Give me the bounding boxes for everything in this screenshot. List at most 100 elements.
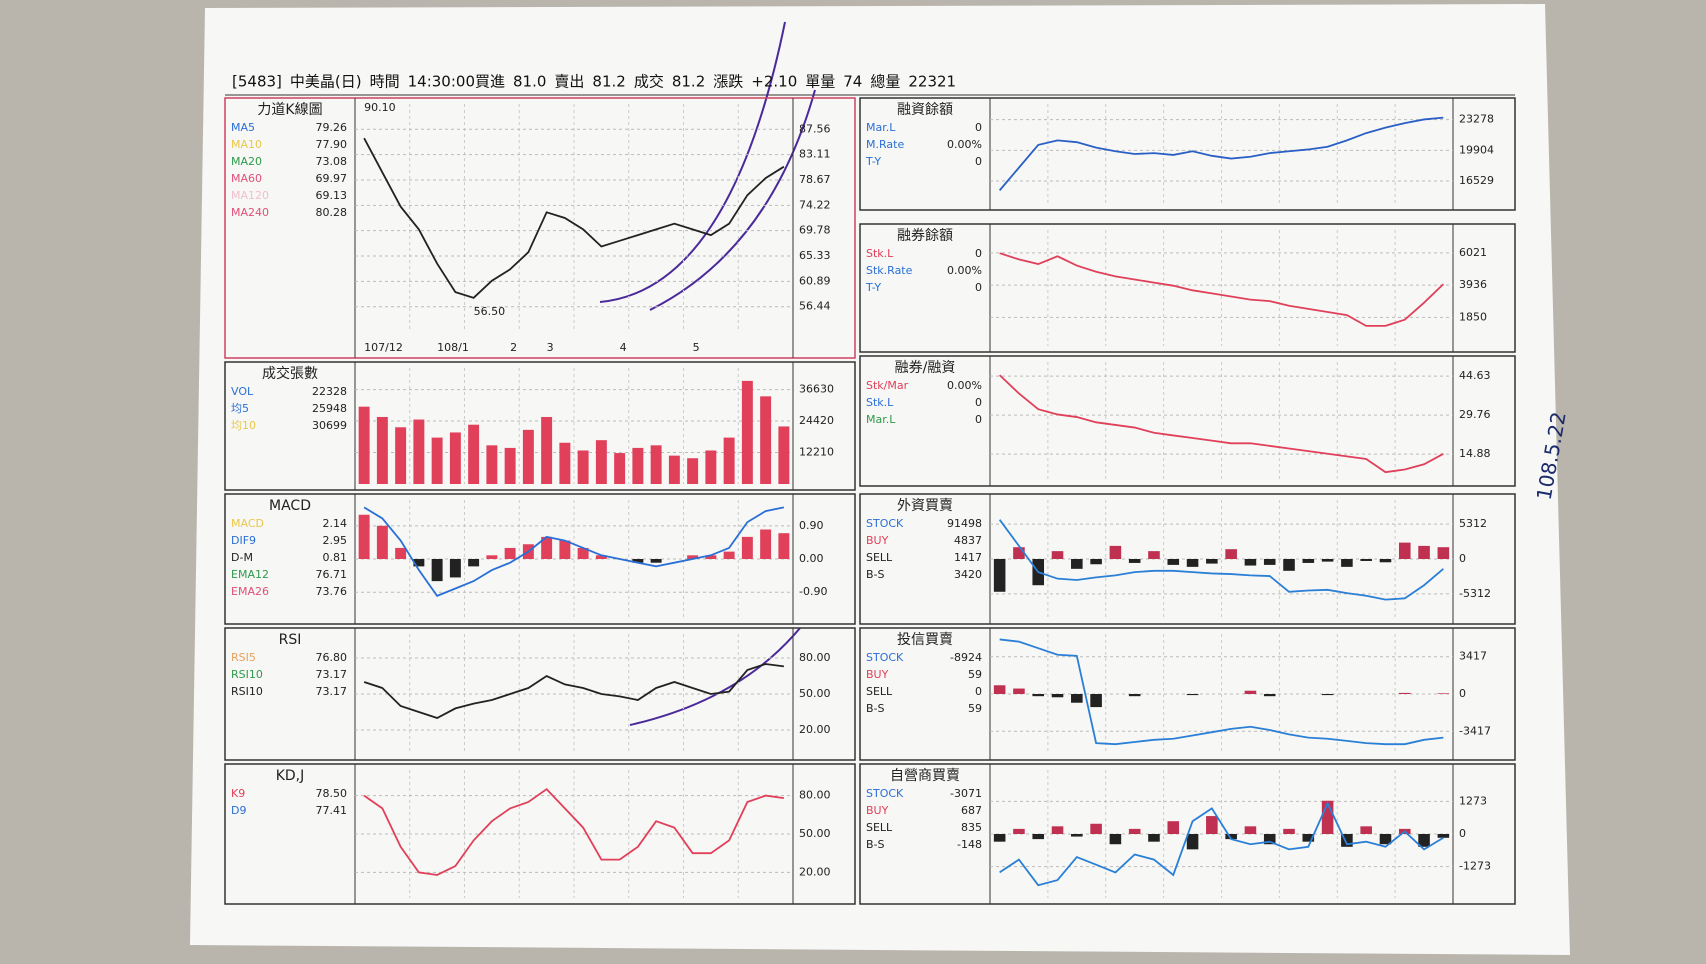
bar	[760, 396, 772, 484]
panel-title: 融券/融資	[895, 360, 956, 376]
bar	[650, 445, 662, 484]
bar	[395, 547, 407, 559]
panel-frame	[859, 763, 1516, 905]
bar	[1302, 559, 1315, 563]
y-tick-label: 0	[1459, 827, 1466, 840]
bar	[595, 555, 607, 559]
bar	[705, 555, 717, 559]
stat-value: 77.41	[316, 804, 348, 817]
bar	[1128, 694, 1141, 697]
stat-label: RSI10	[231, 685, 263, 698]
annotation: 56.50	[474, 305, 506, 318]
stat-label: 均10	[231, 419, 256, 432]
bar	[577, 547, 589, 559]
paper	[190, 4, 1570, 955]
y-tick-label: 0.00	[799, 552, 824, 565]
bar	[1090, 694, 1102, 708]
header-item: 賣出	[554, 73, 584, 91]
bar	[1263, 694, 1276, 697]
bar	[1051, 694, 1064, 698]
y-tick-label: 23278	[1459, 113, 1494, 126]
x-tick-label: 108/1	[437, 341, 469, 354]
x-tick-label: 2	[510, 341, 517, 354]
bar	[1263, 559, 1276, 565]
bar	[504, 547, 516, 559]
stat-label: BUY	[866, 804, 889, 817]
bar	[993, 834, 1006, 842]
x-tick-label: 4	[620, 341, 627, 354]
bar	[1013, 828, 1025, 834]
stat-value: -148	[957, 838, 982, 851]
bar	[614, 453, 626, 484]
y-tick-label: 78.67	[799, 173, 831, 186]
y-tick-label: 87.56	[799, 122, 831, 135]
bar	[632, 447, 644, 484]
y-tick-label: 0	[1459, 687, 1466, 700]
stat-label: Mar.L	[866, 413, 896, 426]
stat-value: 0	[975, 396, 982, 409]
panel-title: 融資餘額	[897, 101, 953, 118]
bar	[1148, 551, 1160, 559]
bar	[358, 406, 370, 484]
panel-title: RSI	[279, 632, 302, 648]
line	[363, 506, 785, 597]
bar	[1090, 823, 1102, 834]
bar	[522, 429, 534, 484]
line	[998, 519, 1444, 601]
bar	[1109, 545, 1122, 559]
stat-value: 69.97	[316, 172, 348, 185]
y-tick-label: 29.76	[1459, 408, 1491, 421]
bar	[1341, 559, 1353, 567]
stat-value: 0	[975, 247, 982, 260]
stat-label: M.Rate	[866, 138, 904, 151]
bar	[993, 685, 1006, 694]
panel-title: KD,J	[276, 768, 305, 784]
bar	[1186, 559, 1199, 567]
bar	[632, 559, 644, 563]
line	[999, 638, 1444, 746]
panel-title: 外資買賣	[897, 498, 953, 514]
bar	[1398, 542, 1411, 559]
panel-title: 力道K線圖	[257, 102, 322, 118]
y-tick-label: 3417	[1459, 650, 1487, 663]
bar	[1090, 559, 1102, 565]
bar	[1032, 694, 1045, 697]
y-tick-label: -3417	[1459, 724, 1491, 737]
header-item: [5483]	[232, 73, 282, 91]
bar	[1379, 559, 1392, 563]
stat-value: 4837	[954, 534, 982, 547]
bar	[376, 416, 388, 484]
stat-value: 79.26	[316, 121, 348, 134]
x-tick-label: 3	[547, 341, 554, 354]
stat-value: 73.08	[316, 155, 348, 168]
panel-title: 投信買賣	[897, 632, 953, 648]
bar	[559, 442, 571, 484]
bar	[1360, 826, 1372, 834]
bar	[1437, 547, 1450, 559]
panel-title: MACD	[269, 498, 311, 514]
y-tick-label: -5312	[1459, 587, 1491, 600]
bar	[687, 458, 699, 484]
stat-value: 0	[975, 685, 982, 698]
header-item: 漲跌	[713, 73, 743, 91]
bar	[650, 559, 662, 563]
y-tick-label: 50.00	[799, 827, 831, 840]
stat-label: 均5	[231, 402, 249, 415]
bar	[449, 559, 461, 578]
stat-value: 0.00%	[947, 264, 982, 277]
stat-value: 78.50	[316, 787, 348, 800]
panel-title: 成交張數	[262, 365, 318, 382]
bar	[993, 559, 1006, 592]
stat-value: 69.13	[316, 189, 348, 202]
stat-value: -3071	[950, 787, 982, 800]
stat-label: SELL	[866, 685, 893, 698]
y-tick-label: 60.89	[799, 274, 831, 287]
bar	[1071, 694, 1083, 703]
panel-frame	[859, 627, 1516, 761]
y-tick-label: 74.22	[799, 198, 831, 211]
bar	[1244, 559, 1257, 566]
bar	[595, 440, 607, 484]
bar	[1071, 834, 1083, 837]
bar	[1321, 694, 1334, 696]
stat-value: 1417	[954, 551, 982, 564]
